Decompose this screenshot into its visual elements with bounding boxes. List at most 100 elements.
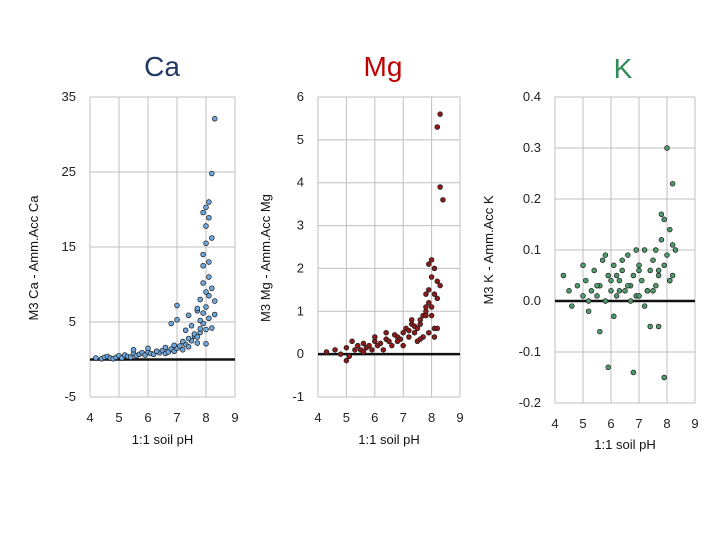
ca-data-point — [197, 296, 203, 303]
mg-xtick-label: 9 — [456, 410, 463, 425]
ca-data-point — [194, 340, 201, 346]
ca-data-point — [203, 304, 209, 310]
k-xtick-label: 9 — [691, 416, 698, 431]
mg-data-point — [360, 340, 367, 347]
ca-xtick-label: 9 — [231, 410, 238, 425]
mg-ytick-label: 5 — [297, 132, 304, 147]
mg-data-point — [434, 295, 441, 302]
mg-data-point — [383, 329, 389, 336]
mg-data-point — [355, 342, 361, 349]
ca-data-point — [197, 326, 203, 332]
k-data-point — [625, 282, 631, 289]
k-data-point — [560, 272, 567, 279]
ca-data-point — [93, 355, 99, 361]
k-data-point — [611, 262, 617, 269]
k-data-point — [616, 277, 623, 284]
ca-x-axis-label: 1:1 soil pH — [132, 432, 193, 447]
ca-data-point — [206, 215, 212, 221]
mg-data-point — [380, 347, 387, 353]
mg-xtick-label: 5 — [343, 410, 350, 425]
mg-data-point — [434, 124, 441, 130]
ca-data-point — [200, 280, 206, 286]
k-data-point — [641, 247, 648, 253]
mg-data-point — [352, 347, 358, 353]
k-data-point — [569, 303, 575, 309]
mg-data-point — [431, 265, 438, 272]
ca-ytick-label: 35 — [62, 89, 76, 104]
k-data-point — [622, 288, 628, 294]
ca-data-point — [194, 305, 201, 312]
k-data-point — [605, 272, 611, 279]
ca-data-point — [203, 341, 209, 347]
k-data-point — [619, 257, 625, 263]
k-data-point — [644, 288, 651, 294]
k-data-point — [655, 272, 662, 279]
mg-data-point — [337, 351, 344, 357]
mg-data-point — [394, 338, 401, 345]
ca-data-point — [200, 263, 206, 269]
ca-data-point — [206, 259, 212, 265]
k-y-axis-label: M3 K - Amm.Acc K — [481, 195, 496, 304]
mg-data-point — [434, 278, 441, 285]
k-data-point — [661, 262, 667, 269]
ca-data-point — [174, 302, 180, 309]
mg-ytick-label: 1 — [297, 303, 304, 318]
ca-data-point — [171, 342, 177, 349]
ca-data-point — [180, 347, 186, 353]
ca-data-point — [206, 199, 212, 205]
mg-data-point — [423, 304, 429, 310]
k-data-point — [580, 293, 586, 299]
mg-data-point — [428, 312, 435, 319]
k-data-point — [585, 298, 592, 304]
mg-ytick-label: 4 — [297, 175, 304, 190]
mg-ytick-label: 0 — [297, 346, 304, 361]
mg-data-point — [411, 329, 418, 336]
ca-data-point — [145, 345, 151, 352]
mg-data-point — [423, 291, 429, 297]
mg-data-point — [389, 342, 395, 349]
mg-data-point — [428, 274, 435, 280]
ca-data-point — [177, 343, 183, 349]
k-data-point — [611, 313, 617, 320]
mg-data-point — [434, 325, 441, 332]
mg-panel-title: Mg — [364, 51, 403, 82]
mg-data-point — [437, 282, 443, 289]
k-data-point — [574, 282, 581, 289]
ca-data-point — [174, 317, 180, 323]
mg-xtick-label: 7 — [400, 410, 407, 425]
k-data-point — [585, 308, 592, 314]
mg-data-point — [437, 111, 443, 117]
mg-data-point — [423, 312, 429, 319]
mg-data-point — [406, 327, 412, 334]
k-data-point — [599, 257, 606, 263]
k-data-point — [655, 323, 662, 330]
ca-data-point — [127, 354, 134, 361]
k-xtick-label: 8 — [663, 416, 670, 431]
mg-panel: -1 0 1 2 3 4 5 6 4 5 6 7 8 9 Mg 1:1 soil pH M3 Mg - Amm.… — [258, 51, 464, 447]
mg-ytick-label: 6 — [297, 89, 304, 104]
mg-data-point — [406, 334, 412, 340]
ca-data-point — [206, 293, 212, 299]
k-panel: -0.2 -0.1 0.0 0.1 0.2 0.3 0.4 4 5 6 7 8 9 K 1:1 soil p… — [481, 53, 699, 452]
mg-data-point — [417, 336, 423, 342]
mg-data-point — [366, 342, 372, 349]
mg-data-point — [372, 334, 378, 340]
k-data-point — [630, 369, 637, 376]
k-data-point — [661, 374, 667, 381]
ca-ytick-label: 25 — [62, 164, 76, 179]
ca-data-point — [200, 209, 206, 216]
k-data-point — [636, 267, 642, 274]
mg-data-point — [400, 329, 406, 336]
ca-data-point — [200, 251, 206, 258]
mg-data-point — [346, 353, 352, 360]
ca-xtick-label: 4 — [86, 410, 93, 425]
mg-data-point — [426, 287, 432, 293]
ca-data-point — [182, 327, 189, 334]
k-data-point — [636, 293, 642, 299]
mg-data-point — [369, 347, 375, 353]
k-data-point — [605, 364, 611, 371]
ca-data-point — [209, 325, 215, 331]
mg-data-point — [360, 349, 367, 355]
mg-data-point — [408, 317, 415, 323]
